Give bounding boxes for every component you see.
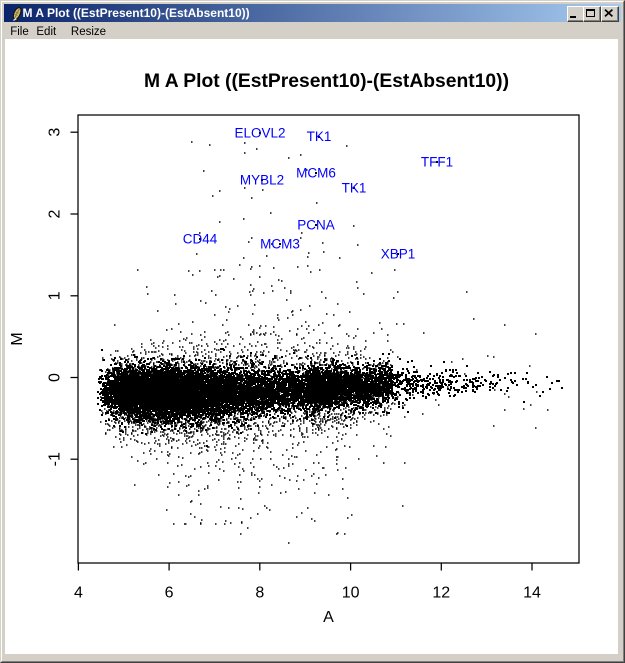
svg-text:-1: -1 [47, 452, 64, 466]
svg-text:3: 3 [47, 128, 64, 137]
svg-text:10: 10 [342, 585, 360, 602]
svg-text:1: 1 [47, 291, 64, 300]
svg-text:ELOVL2: ELOVL2 [234, 126, 285, 141]
svg-text:PCNA: PCNA [297, 218, 335, 233]
svg-text:MYBL2: MYBL2 [240, 173, 284, 188]
svg-text:8: 8 [255, 585, 264, 602]
svg-text:MCM3: MCM3 [260, 237, 300, 252]
svg-text:TK1: TK1 [307, 129, 332, 144]
svg-text:CD44: CD44 [183, 232, 218, 247]
svg-text:M A Plot ((EstPresent10)-(EstA: M A Plot ((EstPresent10)-(EstAbsent10)) [144, 71, 509, 92]
svg-text:M: M [9, 332, 26, 345]
svg-text:TK1: TK1 [342, 181, 367, 196]
svg-text:4: 4 [74, 585, 83, 602]
svg-text:XBP1: XBP1 [381, 247, 416, 262]
svg-text:TFF1: TFF1 [421, 155, 453, 170]
svg-text:0: 0 [47, 373, 64, 382]
svg-text:6: 6 [165, 585, 174, 602]
svg-text:14: 14 [523, 585, 541, 602]
svg-text:MCM6: MCM6 [296, 166, 336, 181]
svg-text:A: A [323, 609, 334, 626]
svg-text:12: 12 [432, 585, 450, 602]
svg-text:2: 2 [47, 209, 64, 218]
